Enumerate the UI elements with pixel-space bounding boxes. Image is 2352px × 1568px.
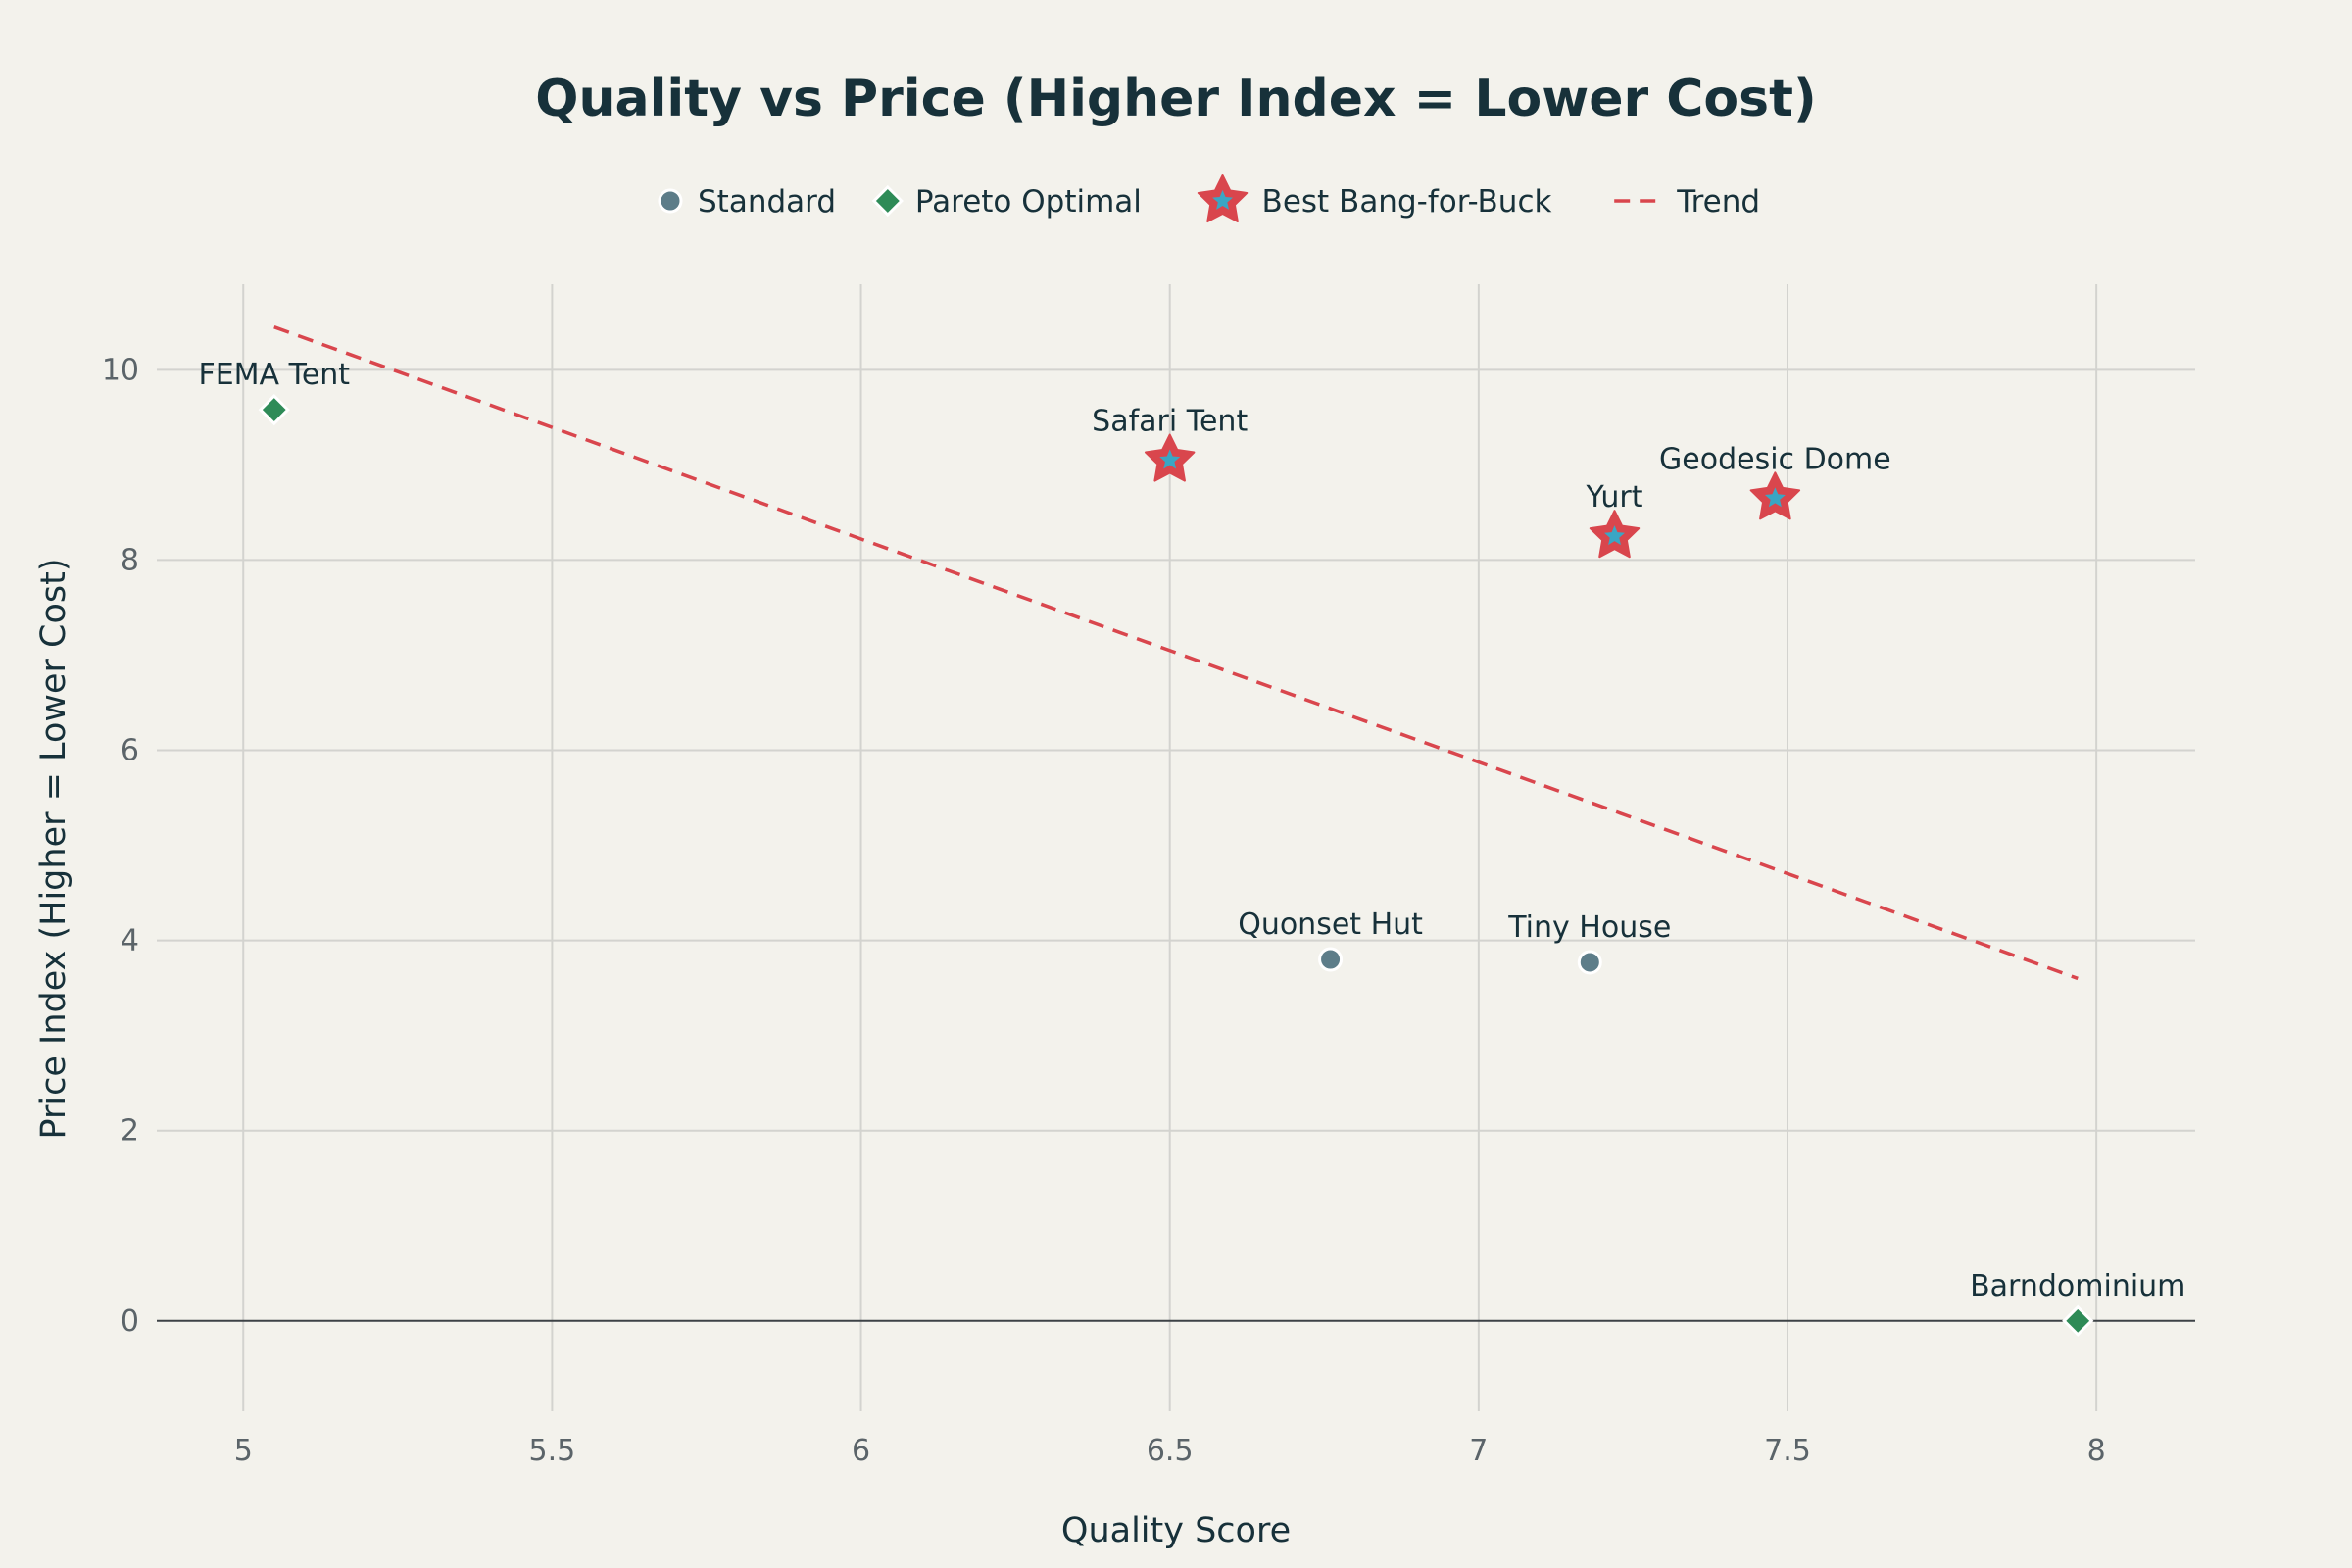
x-axis-ticks: 5 5.5 6 6.5 7 7.5 8	[234, 1434, 2106, 1468]
legend: Standard Pareto Optimal Best Bang-for-Buck…	[658, 174, 1760, 223]
point-label-tiny-house: Tiny House	[1507, 910, 1671, 945]
star-inner	[1764, 487, 1786, 508]
point-safari-tent	[1144, 433, 1196, 482]
x-tick-label: 5.5	[529, 1434, 576, 1468]
point-label-barndominium: Barndominium	[1970, 1269, 2185, 1303]
point-yurt	[1589, 510, 1641, 559]
legend-label-pareto-optimal: Pareto Optimal	[915, 184, 1142, 220]
point-label-fema-tent: FEMA Tent	[198, 358, 350, 392]
legend-item-standard: Standard	[658, 184, 836, 220]
y-tick-label: 2	[121, 1114, 139, 1149]
y-tick-label: 6	[121, 734, 139, 768]
x-tick-label: 5	[234, 1434, 253, 1468]
points-layer: Quonset Hut Tiny House FEMA Tent Barndomini…	[198, 358, 2185, 1337]
legend-item-pareto-optimal: Pareto Optimal	[871, 184, 1142, 220]
point-tiny-house	[1577, 950, 1602, 975]
x-axis-title: Quality Score	[1061, 1511, 1291, 1550]
y-tick-label: 4	[121, 924, 139, 958]
y-tick-label: 0	[121, 1304, 139, 1339]
trend-layer	[273, 325, 2079, 981]
legend-symbol-best-bang-for-buck	[1197, 174, 1249, 223]
point-barndominium	[2062, 1304, 2094, 1337]
legend-item-best-bang-for-buck: Best Bang-for-Buck	[1197, 174, 1552, 223]
x-tick-label: 7	[1469, 1434, 1488, 1468]
legend-label-trend: Trend	[1676, 184, 1760, 220]
star-inner	[1212, 190, 1234, 210]
point-label-geodesic-dome: Geodesic Dome	[1659, 442, 1891, 476]
chart-title: Quality vs Price (Higher Index = Lower C…	[535, 70, 1816, 128]
point-label-safari-tent: Safari Tent	[1092, 405, 1248, 439]
star-inner	[1604, 525, 1625, 546]
y-axis-ticks: 0 2 4 6 8 10	[102, 353, 139, 1338]
x-tick-label: 6.5	[1147, 1434, 1194, 1468]
grid-lines	[157, 284, 2195, 1411]
x-tick-label: 8	[2087, 1434, 2106, 1468]
point-label-quonset-hut: Quonset Hut	[1238, 907, 1423, 942]
star-inner	[1159, 449, 1181, 469]
y-axis-title: Price Index (Higher = Lower Cost)	[34, 558, 74, 1139]
x-tick-label: 7.5	[1764, 1434, 1811, 1468]
x-tick-label: 6	[852, 1434, 870, 1468]
legend-item-trend: Trend	[1614, 184, 1760, 220]
y-tick-label: 8	[121, 543, 139, 577]
legend-symbol-pareto-optimal	[871, 184, 904, 218]
point-quonset-hut	[1318, 947, 1344, 972]
point-fema-tent	[258, 393, 290, 426]
trend-line	[273, 325, 2079, 981]
legend-label-best-bang-for-buck: Best Bang-for-Buck	[1262, 184, 1552, 220]
legend-symbol-standard	[658, 188, 683, 214]
point-geodesic-dome	[1749, 471, 1801, 520]
y-tick-label: 10	[102, 353, 139, 387]
point-label-yurt: Yurt	[1586, 480, 1643, 514]
legend-label-standard: Standard	[698, 184, 836, 220]
